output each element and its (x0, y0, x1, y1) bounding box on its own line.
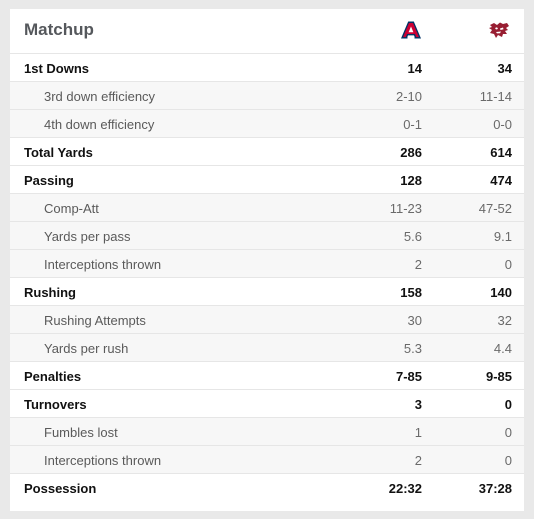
team2-value: 9-85 (485, 369, 512, 384)
stat-row-rushing: Rushing 158 140 (10, 277, 524, 305)
team1-value: 3 (414, 397, 422, 412)
team1-value: 0-1 (403, 117, 422, 132)
stat-label: Rushing Attempts (44, 313, 146, 328)
stat-label: Penalties (24, 369, 82, 384)
team1-value: 11-23 (389, 201, 422, 216)
stat-row-total-yards: Total Yards 286 614 (10, 137, 524, 165)
team2-value: 4.4 (493, 341, 512, 356)
stat-row-interceptions-thrown: Interceptions thrown 2 0 (10, 249, 524, 277)
matchup-title: Matchup (24, 20, 94, 39)
stat-label: Yards per rush (44, 341, 129, 356)
stat-label: Total Yards (24, 145, 93, 160)
team1-value: 22:32 (388, 481, 422, 496)
team2-value: 37:28 (478, 481, 512, 496)
stat-row-4th-down-efficiency: 4th down efficiency 0-1 0-0 (10, 109, 524, 137)
stat-row-yards-per-pass: Yards per pass 5.6 9.1 (10, 221, 524, 249)
team2-value: 32 (497, 313, 512, 328)
team1-value: 158 (400, 285, 422, 300)
stat-label: Fumbles lost (44, 425, 118, 440)
team1-value: 2 (414, 453, 422, 468)
stat-label: Rushing (24, 285, 76, 300)
stat-row-interceptions-thrown-turnovers: Interceptions thrown 2 0 (10, 445, 524, 473)
team2-value: 140 (490, 285, 512, 300)
stat-label: Possession (24, 481, 97, 496)
stat-label: Yards per pass (44, 229, 131, 244)
stat-label: Comp-Att (44, 201, 99, 216)
washington-state-logo-icon[interactable] (488, 21, 510, 39)
stat-row-1st-downs: 1st Downs 14 34 (10, 53, 524, 81)
stat-label: 1st Downs (24, 61, 90, 76)
team2-value: 47-52 (478, 201, 512, 216)
team2-value: 11-14 (479, 89, 512, 104)
team1-value: 1 (414, 425, 422, 440)
team1-value: 30 (407, 313, 422, 328)
stat-row-turnovers: Turnovers 3 0 (10, 389, 524, 417)
stat-row-passing: Passing 128 474 (10, 165, 524, 193)
team1-value: 5.6 (403, 229, 422, 244)
team2-value: 0 (504, 425, 512, 440)
stat-row-rushing-attempts: Rushing Attempts 30 32 (10, 305, 524, 333)
team1-value: 286 (400, 145, 422, 160)
stat-row-fumbles-lost: Fumbles lost 1 0 (10, 417, 524, 445)
stat-row-yards-per-rush: Yards per rush 5.3 4.4 (10, 333, 524, 361)
matchup-header: Matchup (10, 9, 524, 53)
team2-value: 9.1 (493, 229, 512, 244)
stats-table: 1st Downs 14 34 3rd down efficiency 2-10… (10, 53, 524, 501)
team1-value: 14 (407, 61, 422, 76)
stat-row-possession: Possession 22:32 37:28 (10, 473, 524, 501)
team1-value: 5.3 (403, 341, 422, 356)
stat-row-3rd-down-efficiency: 3rd down efficiency 2-10 11-14 (10, 81, 524, 109)
stat-row-penalties: Penalties 7-85 9-85 (10, 361, 524, 389)
stat-row-comp-att: Comp-Att 11-23 47-52 (10, 193, 524, 221)
team1-value: 2-10 (395, 89, 422, 104)
team2-value: 0-0 (493, 117, 512, 132)
team1-value: 2 (414, 257, 422, 272)
team2-value: 614 (490, 145, 512, 160)
stat-label: 3rd down efficiency (44, 89, 156, 104)
stat-label: Interceptions thrown (44, 453, 162, 468)
team2-value: 34 (497, 61, 512, 76)
stat-label: 4th down efficiency (44, 117, 155, 132)
stat-label: Interceptions thrown (44, 257, 162, 272)
team1-value: 128 (400, 173, 422, 188)
matchup-card: Matchup 1st Downs 14 34 3rd down efficie… (10, 9, 524, 511)
team2-value: 0 (504, 257, 512, 272)
team2-value: 474 (490, 173, 512, 188)
team1-value: 7-85 (395, 369, 422, 384)
stat-label: Turnovers (24, 397, 87, 412)
stat-label: Passing (24, 173, 74, 188)
team2-value: 0 (504, 453, 512, 468)
team2-value: 0 (504, 397, 512, 412)
arizona-logo-icon[interactable] (400, 21, 422, 39)
